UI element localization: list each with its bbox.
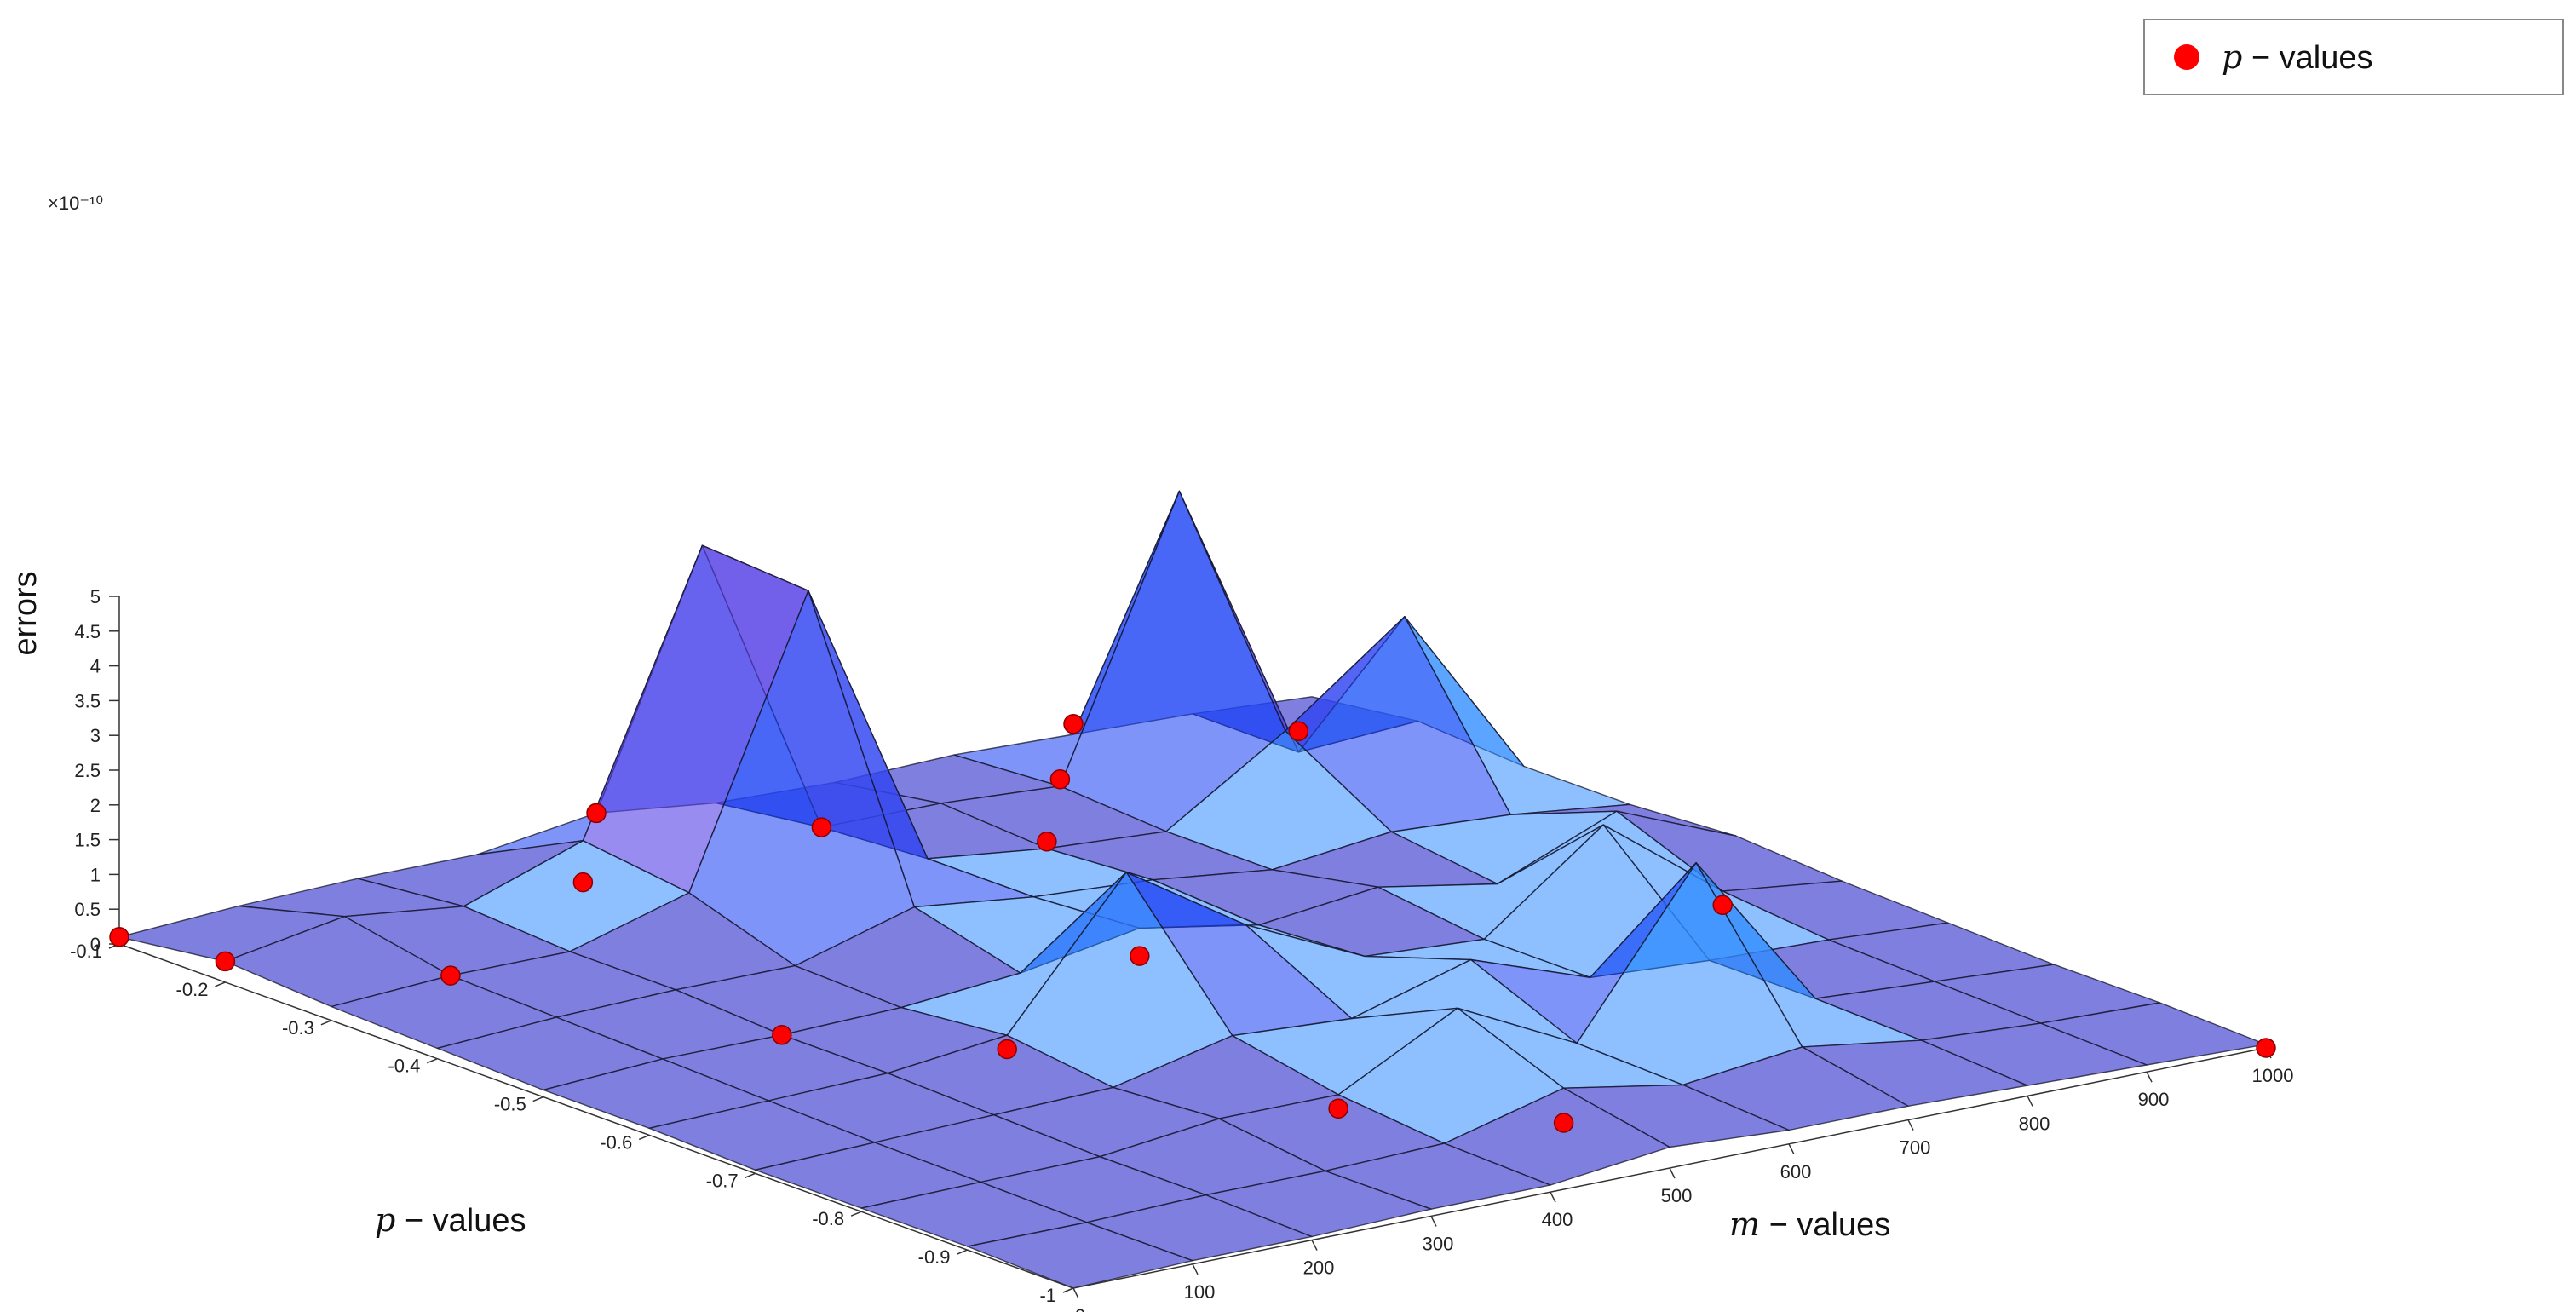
x-tick-label: 900 — [2138, 1089, 2170, 1110]
y-tick-mark — [1062, 1287, 1074, 1293]
z-tick-label: 0.5 — [74, 899, 101, 920]
y-tick-label: -1 — [1039, 1285, 1056, 1306]
y-tick-mark — [638, 1134, 650, 1141]
z-tick-label: 0 — [90, 934, 101, 955]
y-tick-mark — [850, 1211, 862, 1217]
z-tick-label: 3 — [90, 725, 101, 746]
x-tick-mark — [1788, 1143, 1795, 1155]
legend-label-var: p — [2222, 37, 2243, 76]
z-axis-title: errors — [8, 571, 43, 655]
z-tick-label: 2.5 — [74, 760, 101, 781]
x-tick-label: 200 — [1303, 1257, 1335, 1279]
optimal-point — [109, 927, 129, 947]
x-tick-label: 300 — [1423, 1233, 1454, 1254]
surface-patches — [118, 490, 2267, 1289]
optimal-point — [1063, 714, 1084, 734]
optimal-points — [109, 714, 2276, 1133]
y-axis-title-var: p — [375, 1201, 395, 1239]
x-tick-mark — [2146, 1071, 2153, 1083]
axes: 0 0.5 1 1.5 2 2.5 3 3.5 4 4.5 5 -0.1 -0.2 -0.3 -0.4 -0.… — [70, 586, 2293, 1312]
optimal-point — [1328, 1098, 1348, 1119]
x-tick-label: 700 — [1900, 1137, 1931, 1159]
y-tick-mark — [957, 1249, 968, 1255]
x-tick-label: 500 — [1661, 1185, 1693, 1206]
x-tick-mark — [1311, 1240, 1318, 1251]
y-tick-label: -0.3 — [282, 1017, 314, 1039]
z-tick-label: 1.5 — [74, 830, 101, 851]
z-tick-label: 1 — [90, 864, 101, 885]
legend-marker — [2174, 44, 2199, 70]
y-tick-mark — [215, 981, 226, 987]
y-tick-label: -0.8 — [812, 1208, 844, 1229]
optimal-point — [1712, 895, 1733, 916]
x-tick-label: 400 — [1542, 1209, 1573, 1230]
z-tick-label: 5 — [90, 586, 101, 607]
y-tick-mark — [427, 1057, 438, 1064]
optimal-point — [1049, 768, 1071, 790]
x-tick-mark — [1907, 1119, 1914, 1131]
optimal-point — [1288, 721, 1309, 742]
optimal-point — [1553, 1113, 1574, 1133]
x-tick-label: 1000 — [2252, 1065, 2294, 1086]
y-tick-mark — [532, 1096, 544, 1102]
optimal-point — [586, 803, 607, 824]
y-tick-label: -0.4 — [388, 1056, 420, 1077]
optimal-point — [215, 951, 236, 972]
x-axis-title-text: − values — [1760, 1207, 1890, 1243]
z-tick-label: 3.5 — [74, 690, 101, 711]
y-tick-label: -0.1 — [70, 941, 102, 962]
x-tick-mark — [1192, 1263, 1199, 1275]
x-tick-mark — [2027, 1096, 2033, 1107]
x-axis-title-var: m — [1729, 1206, 1760, 1243]
chart-legend: p − values — [2143, 19, 2564, 95]
z-tick-label: 2 — [90, 795, 101, 816]
y-tick-label: -0.7 — [706, 1170, 739, 1191]
optimal-point — [1130, 946, 1150, 966]
legend-label: p − values — [2222, 38, 2372, 77]
y-tick-mark — [745, 1172, 756, 1179]
x-tick-label: 600 — [1780, 1161, 1812, 1183]
x-tick-mark — [1072, 1287, 1079, 1299]
axis-labels: ×10⁻¹⁰ errors p − values m − values — [8, 193, 1890, 1243]
y-tick-label: -0.6 — [600, 1131, 632, 1153]
optimal-point — [772, 1025, 792, 1045]
optimal-point — [1037, 832, 1057, 852]
y-tick-label: -0.5 — [494, 1094, 526, 1115]
z-scale-label: ×10⁻¹⁰ — [48, 193, 103, 214]
y-axis-title: p − values — [375, 1201, 526, 1239]
optimal-point — [2256, 1038, 2276, 1058]
optimal-point — [811, 817, 832, 837]
x-tick-mark — [1550, 1191, 1556, 1203]
y-tick-label: -0.2 — [176, 979, 209, 1000]
z-tick-label: 4 — [90, 656, 101, 677]
y-axis-title-text: − values — [395, 1203, 526, 1239]
x-tick-label: 0 — [1075, 1305, 1085, 1312]
x-tick-mark — [1430, 1216, 1437, 1227]
optimal-point — [440, 965, 461, 986]
x-tick-mark — [1669, 1167, 1676, 1179]
x-axis-title: m − values — [1729, 1206, 1890, 1243]
y-tick-label: -0.9 — [918, 1246, 951, 1268]
optimal-point — [572, 872, 594, 893]
optimal-point — [997, 1039, 1017, 1060]
x-tick-label: 800 — [2019, 1113, 2050, 1134]
y-tick-mark — [320, 1020, 332, 1026]
x-tick-label: 100 — [1184, 1281, 1216, 1303]
z-tick-label: 4.5 — [74, 621, 101, 642]
y-axis-line — [118, 943, 1074, 1289]
surface-patch — [966, 1222, 1193, 1289]
legend-label-text: − values — [2242, 39, 2373, 76]
